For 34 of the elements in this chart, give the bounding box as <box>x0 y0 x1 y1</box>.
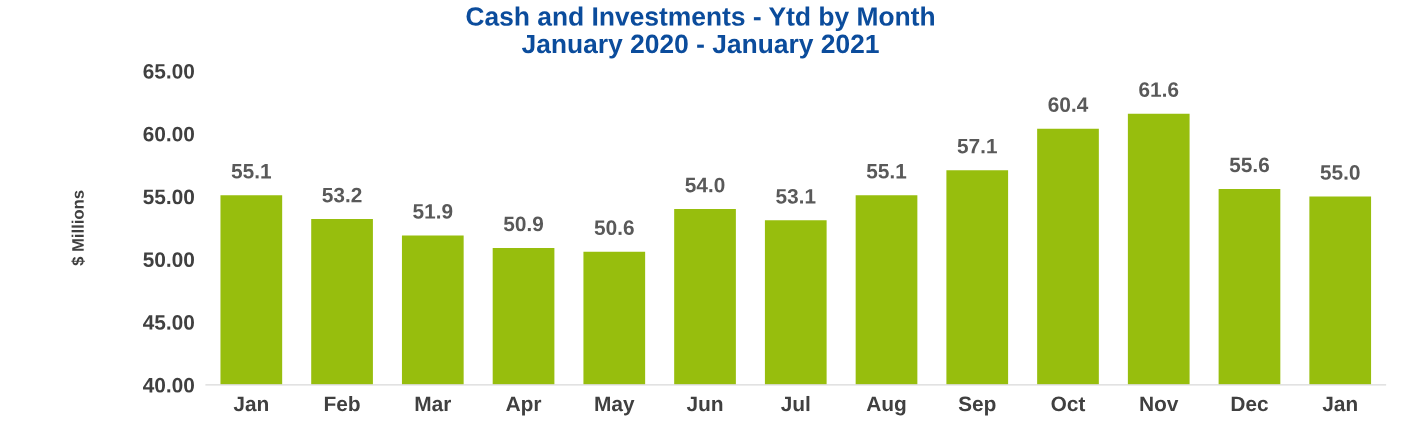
y-tick-label: 40.00 <box>143 377 194 393</box>
data-label: 50.9 <box>503 216 544 232</box>
data-label: 50.6 <box>594 220 634 236</box>
x-tick-label: Jun <box>686 396 723 412</box>
data-label: 55.0 <box>1320 165 1360 180</box>
y-tick-label: 55.00 <box>143 189 194 205</box>
data-label: 51.9 <box>413 204 453 219</box>
y-tick-label: 65.00 <box>143 63 194 79</box>
y-axis-title: $ Millions <box>71 190 85 266</box>
x-tick-label: Mar <box>415 396 452 412</box>
x-tick-label: Apr <box>506 396 542 416</box>
data-label: 61.6 <box>1139 82 1179 97</box>
x-tick-label: Oct <box>1051 396 1086 412</box>
data-label: 55.1 <box>866 164 907 179</box>
y-tick-label: 50.00 <box>143 252 194 268</box>
x-tick-label: Feb <box>324 395 360 412</box>
data-label: 60.4 <box>1048 97 1089 113</box>
x-tick-label: Sep <box>958 396 996 416</box>
x-tick-label: Jul <box>781 395 810 412</box>
x-tick-label: Dec <box>1231 396 1268 412</box>
data-label: 53.1 <box>776 188 816 204</box>
x-tick-label: May <box>595 396 635 416</box>
x-tick-label: Aug <box>866 396 906 416</box>
x-tick-label: Jan <box>1322 396 1357 412</box>
data-label: 57.1 <box>957 138 997 154</box>
data-label: 54.0 <box>685 177 725 193</box>
data-label: 53.2 <box>322 187 362 203</box>
y-tick-label: 60.00 <box>143 126 194 142</box>
x-tick-label: Jan <box>233 396 268 412</box>
data-label: 55.1 <box>231 164 272 179</box>
data-label: 55.6 <box>1229 157 1269 173</box>
x-tick-label: Nov <box>1140 396 1179 412</box>
y-tick-label: 45.00 <box>143 315 194 330</box>
chart-title: Cash and Investments - Ytd by Month January 2020 - January 2021 <box>466 6 934 59</box>
